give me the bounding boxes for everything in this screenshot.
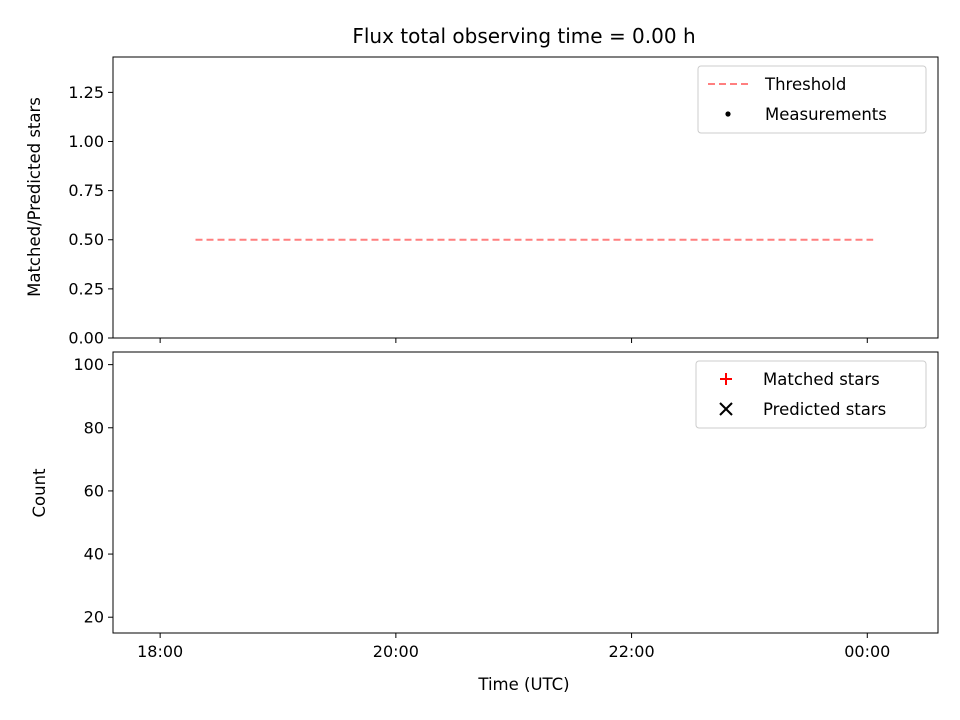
legend-threshold-label: Threshold <box>764 75 846 94</box>
bottom-panel: 2040608010018:0020:0022:0000:0002:0004:0… <box>30 351 939 694</box>
top-axes-frame <box>112 56 939 339</box>
x-tick-label: 18:00 <box>137 642 183 661</box>
y-tick-label: 100 <box>73 355 104 374</box>
y-tick-label: 0.75 <box>68 181 104 200</box>
y-tick-label: 80 <box>84 418 104 437</box>
x-tick-label: 00:00 <box>844 642 890 661</box>
y-tick-label: 1.25 <box>68 83 104 102</box>
bottom-legend: Matched stars Predicted stars <box>695 360 927 429</box>
bottom-axes-frame <box>112 351 939 634</box>
legend-measurements-swatch <box>725 111 731 117</box>
top-y-axis-label: Matched/Predicted stars <box>25 97 44 297</box>
top-panel: 0.00 0.25 0.50 0.75 1.00 1.25 Matched/Predict… <box>25 56 939 348</box>
y-tick-label: 40 <box>84 545 104 564</box>
x-axis-label: Time (UTC) <box>477 675 569 694</box>
y-tick-label: 20 <box>84 608 104 627</box>
legend-matched-label: Matched stars <box>763 370 880 389</box>
chart-title: Flux total observing time = 0.00 h <box>352 24 695 48</box>
top-legend: Threshold Measurements <box>697 65 927 134</box>
legend-predicted-swatch <box>719 402 733 416</box>
x-tick-label: 22:00 <box>609 642 655 661</box>
y-tick-label: 0.00 <box>68 329 104 348</box>
y-tick-label: 0.50 <box>68 230 104 249</box>
legend-measurements-label: Measurements <box>765 105 887 124</box>
legend-predicted-label: Predicted stars <box>763 400 886 419</box>
x-tick-label: 20:00 <box>373 642 419 661</box>
y-tick-label: 0.25 <box>68 279 104 298</box>
bottom-y-axis-label: Count <box>30 468 49 518</box>
legend-matched-swatch <box>720 373 732 385</box>
y-tick-label: 60 <box>84 481 104 500</box>
y-tick-label: 1.00 <box>68 132 104 151</box>
